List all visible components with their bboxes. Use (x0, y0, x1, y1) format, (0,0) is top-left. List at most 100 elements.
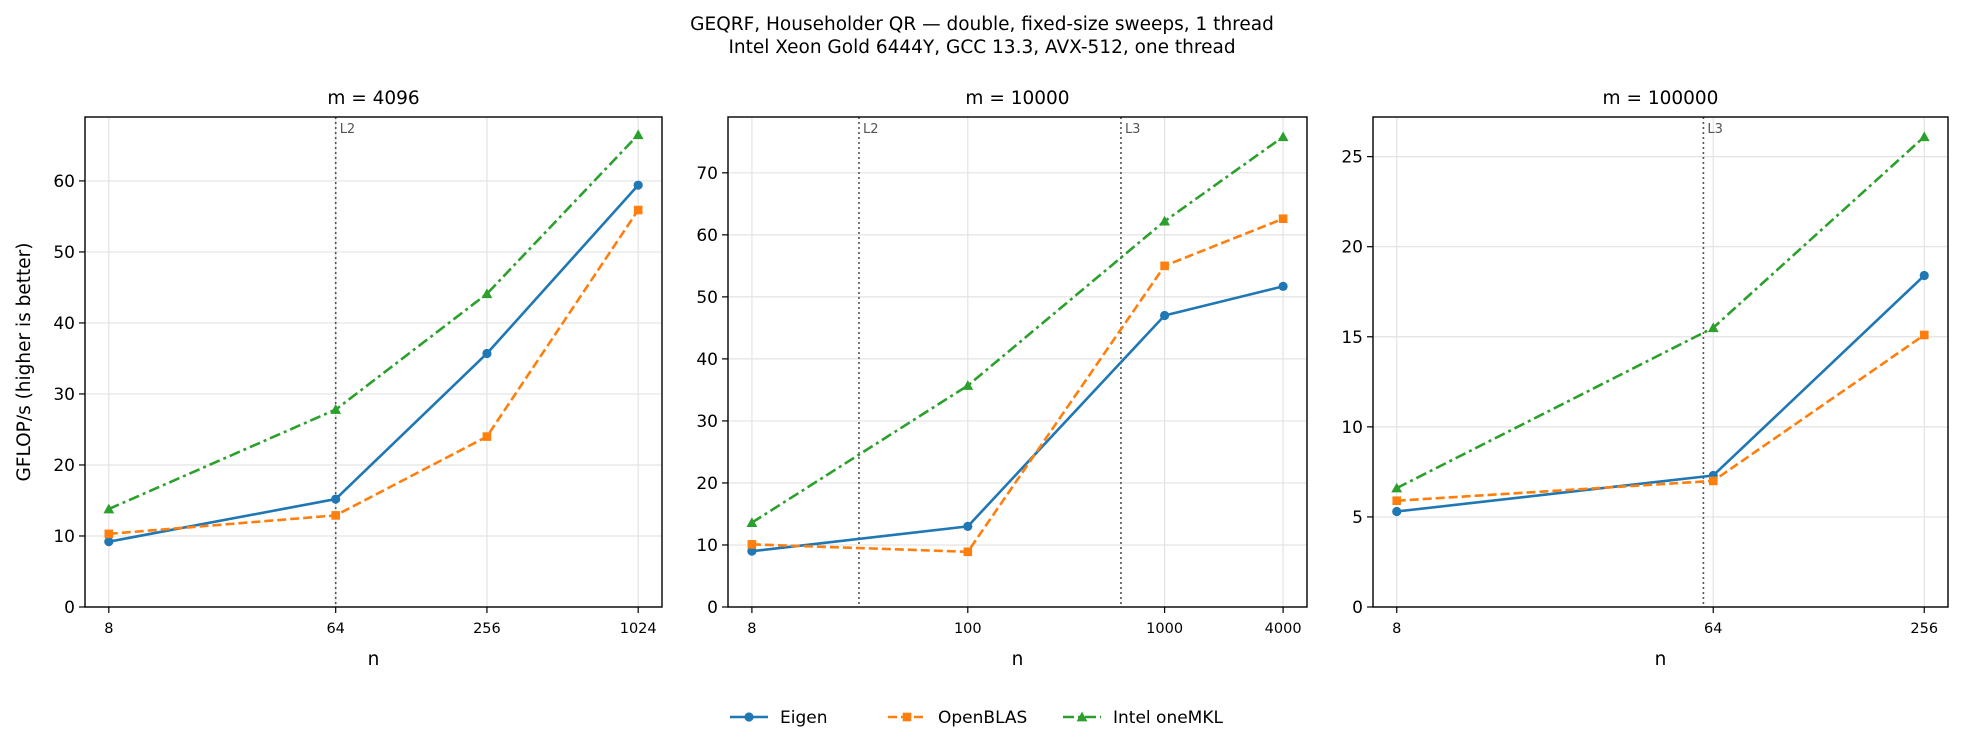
chart-panel-2: L2 L3 0 10 20 30 40 50 60 70 8 100 1000 4000 m = 10000… (696, 88, 1308, 670)
data-point (1919, 330, 1929, 340)
y-tick-label: 0 (1352, 598, 1363, 618)
chart-panel-3: L3 0 5 10 15 20 25 8 64 256 m = 100000 n (1341, 88, 1949, 670)
series-line-eigen (1396, 274, 1926, 513)
data-point (1278, 281, 1288, 291)
x-tick-label: 64 (326, 621, 344, 637)
y-tick-label: 60 (53, 172, 75, 192)
y-tick-label: 50 (696, 288, 718, 308)
legend-label: OpenBLAS (938, 708, 1027, 728)
legend-label: Intel oneMKL (1113, 708, 1223, 728)
legend-entry-intel-onemkl: Intel oneMKL (1063, 708, 1223, 728)
x-axis-label: n (1655, 649, 1667, 670)
data-point (633, 205, 643, 215)
data-point (1392, 506, 1402, 517)
data-point (1919, 270, 1929, 281)
data-point (330, 404, 342, 414)
y-tick-label: 25 (1341, 148, 1363, 168)
series-line-openblas (751, 217, 1284, 554)
data-point (1708, 476, 1718, 486)
legend-entry-openblas: OpenBLAS (888, 708, 1027, 728)
y-tick-label: 40 (696, 350, 718, 370)
y-axis-label: GFLOP/s (higher is better) (14, 242, 35, 481)
series-line-intel-onemkl (1396, 135, 1926, 490)
data-point (104, 537, 114, 547)
legend: Eigen OpenBLAS Intel oneMKL (730, 708, 1223, 728)
chart-panel-1: L2 0 10 20 30 40 50 60 8 64 256 1024 m = 4096 n GFLOP/… (14, 88, 663, 670)
y-tick-label: 30 (696, 412, 718, 432)
data-point (1391, 482, 1403, 493)
y-tick-label: 0 (707, 598, 718, 618)
x-tick-label: 4000 (1265, 621, 1302, 637)
figure-title-line1: GEQRF, Householder QR — double, fixed-si… (690, 14, 1274, 35)
data-point (963, 547, 973, 557)
x-tick-label: 64 (1704, 621, 1722, 637)
y-tick-label: 10 (696, 536, 718, 556)
y-tick-label: 0 (64, 598, 75, 618)
data-point (1160, 261, 1169, 271)
series-line-openblas (108, 209, 640, 536)
x-tick-label: 1024 (620, 621, 657, 637)
y-tick-label: 50 (53, 243, 75, 263)
y-tick-label: 10 (1341, 418, 1363, 438)
x-tick-label: 8 (747, 621, 756, 637)
data-point (1159, 215, 1171, 226)
data-point (747, 540, 757, 549)
y-tick-label: 20 (696, 474, 718, 494)
y-tick-label: 15 (1341, 328, 1363, 348)
data-point (632, 129, 644, 140)
cache-marker-label: L3 (1125, 122, 1141, 137)
data-point (1160, 310, 1170, 321)
y-tick-label: 5 (1352, 508, 1363, 528)
data-point (1707, 322, 1719, 333)
y-tick-label: 20 (53, 456, 75, 476)
x-tick-label: 8 (1392, 621, 1401, 637)
series-line-eigen (108, 184, 640, 543)
y-tick-label: 20 (1341, 238, 1363, 258)
cache-marker-label: L2 (340, 122, 356, 137)
data-point (1392, 496, 1402, 506)
y-tick-label: 10 (53, 527, 75, 547)
data-point (481, 288, 493, 299)
data-point (482, 348, 492, 359)
data-point (633, 180, 643, 190)
legend-marker (1076, 711, 1088, 722)
data-point (746, 517, 758, 527)
y-tick-label: 60 (696, 226, 718, 246)
x-tick-label: 8 (104, 621, 113, 637)
series-line-eigen (751, 285, 1284, 553)
data-point (962, 380, 974, 390)
data-point (1277, 131, 1289, 142)
x-tick-label: 256 (1910, 621, 1938, 637)
plot-frame (727, 116, 1308, 608)
cache-marker-label: L2 (863, 122, 879, 137)
y-tick-label: 70 (696, 164, 718, 184)
figure-title-line2: Intel Xeon Gold 6444Y, GCC 13.3, AVX-512… (728, 37, 1235, 58)
y-tick-label: 40 (53, 314, 75, 334)
x-tick-label: 256 (473, 621, 501, 637)
series-line-openblas (1396, 333, 1925, 503)
data-point (331, 494, 341, 504)
plot-frame (84, 116, 663, 608)
panel-title: m = 100000 (1603, 88, 1719, 109)
x-tick-label: 1000 (1146, 621, 1183, 637)
y-tick-label: 30 (53, 385, 75, 405)
cache-marker-label: L3 (1707, 122, 1723, 137)
data-point (747, 546, 757, 556)
data-point (1278, 214, 1288, 224)
legend-label: Eigen (780, 708, 828, 728)
legend-marker (744, 712, 754, 722)
plot-frame (1372, 116, 1949, 608)
panel-title: m = 10000 (965, 88, 1069, 109)
series-line-intel-onemkl (108, 133, 640, 511)
x-tick-label: 100 (954, 621, 982, 637)
panel-title: m = 4096 (327, 88, 419, 109)
x-axis-label: n (368, 649, 380, 670)
legend-entry-eigen: Eigen (730, 708, 828, 728)
series-line-intel-onemkl (751, 135, 1284, 524)
data-point (104, 529, 114, 539)
data-point (1918, 131, 1930, 142)
data-point (331, 511, 340, 520)
data-point (963, 521, 973, 531)
